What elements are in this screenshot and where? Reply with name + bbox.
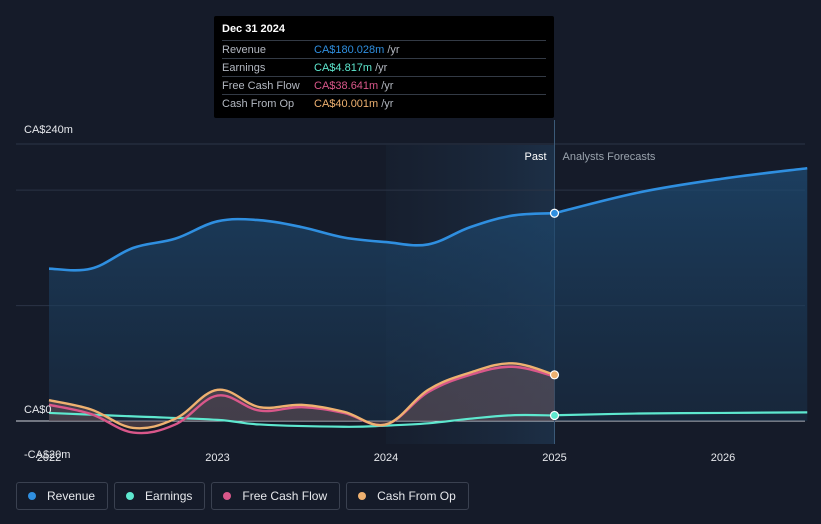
tooltip-row-cash-from-op: Cash From Op CA$40.001m /yr: [222, 94, 546, 112]
earnings-forecast-line: [554, 411, 808, 417]
earnings-line: [48, 411, 555, 428]
tooltip-value: CA$180.028m: [314, 43, 385, 56]
x-tick-label: 2023: [205, 452, 229, 464]
legend-item-free-cash-flow[interactable]: Free Cash Flow: [211, 482, 341, 510]
tooltip-unit: /yr: [375, 61, 388, 74]
tooltip-label: Free Cash Flow: [222, 79, 300, 92]
legend-dot-icon: [126, 492, 135, 500]
tooltip-unit: /yr: [381, 79, 394, 92]
tooltip-label: Earnings: [222, 61, 266, 74]
tooltip-value: CA$38.641m: [314, 79, 379, 92]
tooltip-unit: /yr: [381, 97, 394, 110]
tooltip-row-earnings: Earnings CA$4.817m /yr: [222, 58, 546, 76]
legend-label: Cash From Op: [377, 489, 456, 503]
legend-dot-icon: [223, 492, 232, 500]
cash-from-op-marker: [549, 370, 560, 380]
forecast-label: Analysts Forecasts: [563, 151, 656, 163]
free-cash-flow-line: [48, 365, 555, 435]
legend-item-earnings[interactable]: Earnings: [114, 482, 206, 510]
legend-label: Revenue: [47, 489, 96, 503]
tooltip: Dec 31 2024 Revenue CA$180.028m /yr Earn…: [214, 16, 554, 118]
tooltip-label: Revenue: [222, 43, 267, 56]
x-tick-label: 2026: [711, 452, 735, 464]
tooltip-unit: /yr: [387, 43, 400, 56]
legend-label: Free Cash Flow: [242, 489, 328, 503]
y-tick-label: CA$240m: [24, 124, 73, 136]
x-tick-label: 2025: [542, 452, 566, 464]
x-tick-label: 2022: [37, 452, 61, 464]
legend-label: Earnings: [145, 489, 193, 503]
earnings-marker: [549, 410, 560, 421]
tooltip-value: CA$40.001m: [314, 97, 379, 110]
legend-item-cash-from-op[interactable]: Cash From Op: [346, 482, 469, 510]
revenue-forecast-line: [554, 166, 808, 215]
tooltip-value: CA$4.817m: [314, 61, 373, 74]
legend-dot-icon: [28, 492, 36, 500]
legend-item-revenue[interactable]: Revenue: [16, 482, 109, 510]
y-tick-label: -CA$20m: [24, 449, 70, 461]
tooltip-label: Cash From Op: [222, 97, 295, 110]
y-tick-label: CA$0: [24, 404, 52, 416]
revenue-line: [48, 211, 555, 272]
legend-dot-icon: [358, 492, 367, 500]
revenue-area: [49, 168, 808, 421]
past-label: Past: [524, 151, 546, 163]
tooltip-date: Dec 31 2024: [222, 23, 285, 35]
tooltip-row-revenue: Revenue CA$180.028m /yr: [222, 40, 546, 58]
legend: Revenue Earnings Free Cash Flow Cash Fro…: [16, 482, 469, 510]
cash-from-op-line: [48, 362, 555, 430]
tooltip-row-free-cash-flow: Free Cash Flow CA$38.641m /yr: [222, 76, 546, 94]
revenue-marker: [549, 208, 560, 218]
cash-from-op-area: [49, 363, 555, 429]
x-tick-label: 2024: [374, 452, 398, 464]
